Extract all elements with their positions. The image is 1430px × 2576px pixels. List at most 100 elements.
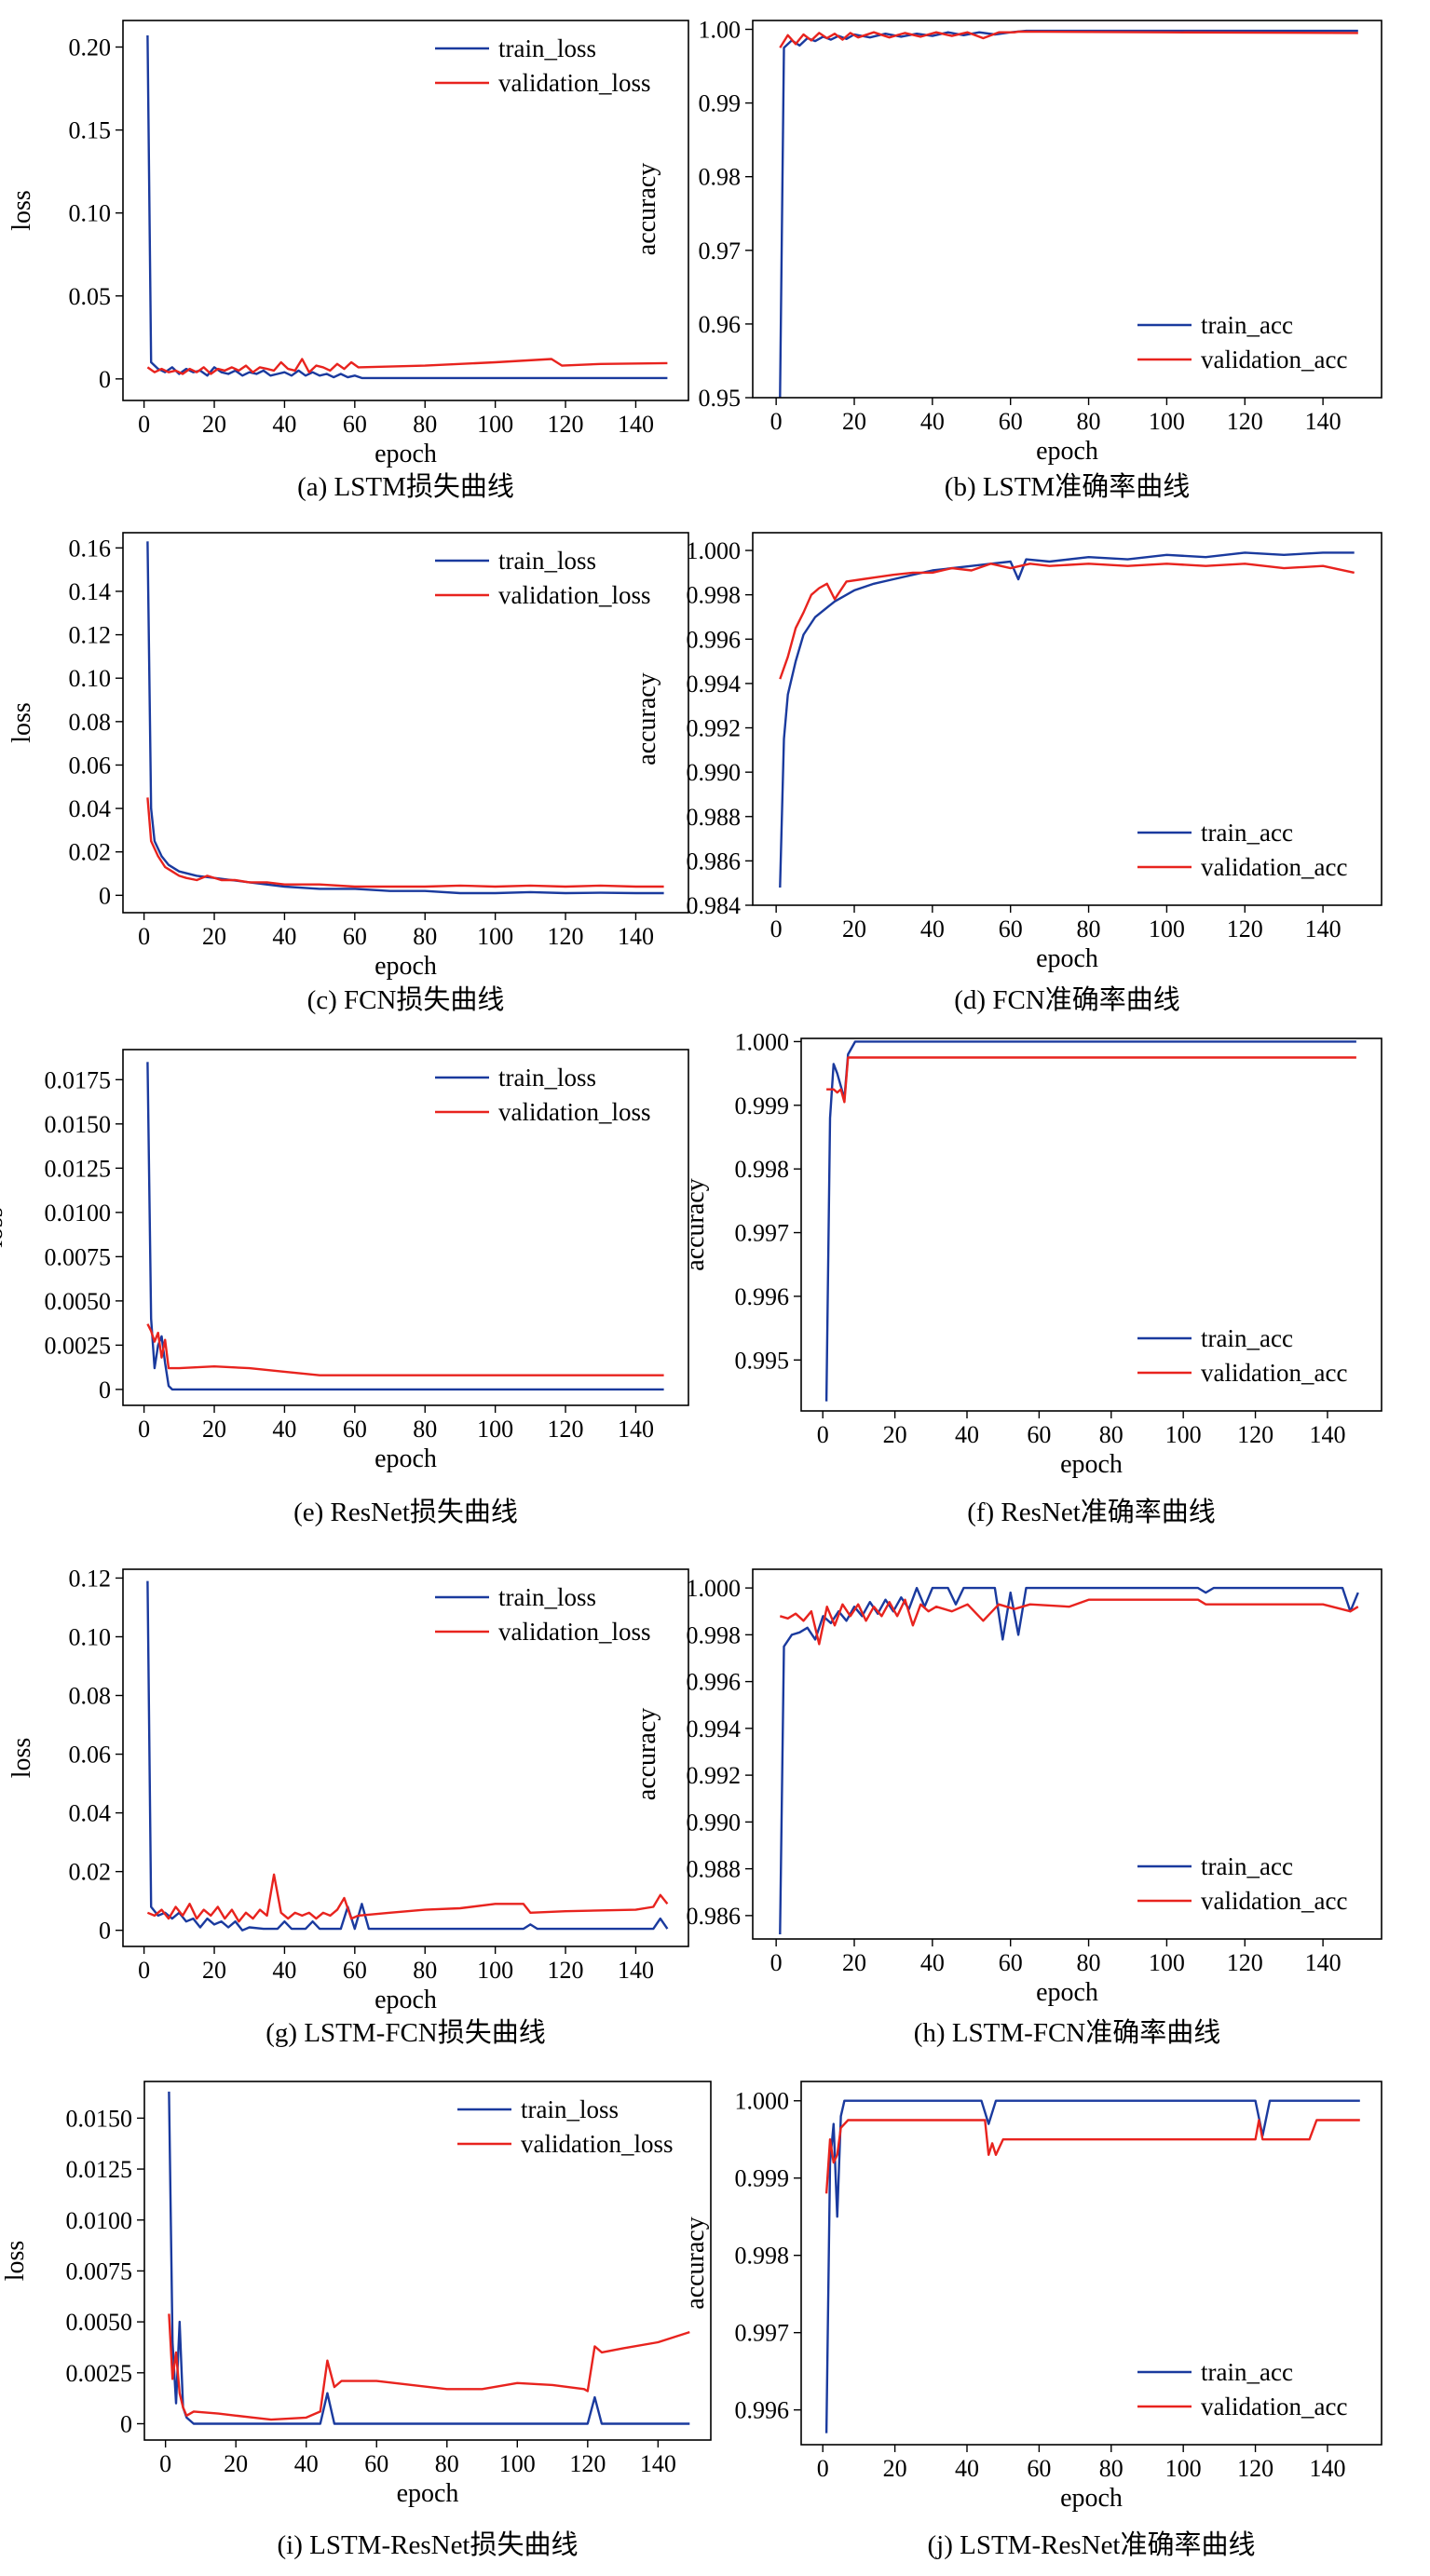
y-tick-label: 0.988 (687, 804, 742, 831)
y-tick-label: 0.997 (735, 2320, 790, 2347)
y-tick-label: 0.996 (687, 626, 742, 653)
y-tick-label: 0.999 (735, 1092, 790, 1119)
x-tick-label: 0 (138, 1416, 150, 1443)
series-line-train-acc (779, 1586, 1359, 1935)
y-axis-label: accuracy (681, 2217, 710, 2309)
legend-label-train-acc: train_acc (1201, 819, 1293, 847)
y-tick-label: 0.04 (69, 795, 112, 822)
x-tick-label: 120 (1227, 1949, 1263, 1976)
y-tick-label: 0.988 (687, 1856, 742, 1883)
y-tick-label: 0.996 (735, 1283, 790, 1310)
x-tick-label: 100 (1149, 408, 1185, 435)
y-tick-label: 0.99 (699, 90, 742, 117)
x-tick-label: 60 (999, 1949, 1023, 1976)
y-tick-label: 0.08 (69, 709, 112, 736)
series-line-validation-acc (779, 1598, 1359, 1646)
x-tick-label: 80 (413, 1957, 437, 1984)
series-line-validation-loss (146, 1323, 664, 1376)
x-tick-label: 140 (618, 1957, 654, 1984)
x-tick-label: 20 (202, 411, 226, 438)
series-line-validation-loss (146, 1873, 669, 1923)
y-tick-label: 0 (120, 2411, 132, 2438)
series-line-validation-acc (826, 1056, 1356, 1104)
x-tick-label: 80 (1077, 915, 1101, 942)
x-tick-label: 100 (499, 2450, 536, 2477)
y-tick-label: 0.95 (699, 385, 742, 412)
y-tick-label: 0.05 (69, 283, 112, 310)
y-axis-label: accuracy (633, 1708, 661, 1800)
legend-label-validation-loss: validation_loss (498, 69, 651, 97)
x-tick-label: 40 (920, 915, 945, 942)
legend-label-validation-loss: validation_loss (521, 2130, 674, 2158)
x-tick-label: 40 (920, 408, 945, 435)
x-axis-label: epoch (375, 1986, 437, 2014)
plot-frame (122, 1568, 689, 1947)
x-tick-label: 60 (1027, 1421, 1051, 1448)
chart-panel-3: 0 20 40 60 80 100 120 140 0.984 0.986 0.988 0.990 0.… (633, 532, 1382, 1015)
x-tick-label: 0 (817, 2455, 829, 2482)
panel-caption: (e) ResNet损失曲线 (293, 1497, 518, 1527)
x-tick-label: 80 (413, 411, 437, 438)
x-tick-label: 20 (883, 1421, 907, 1448)
legend-label-validation-loss: validation_loss (498, 581, 651, 609)
x-tick-label: 40 (955, 1421, 979, 1448)
series-line-validation-acc (779, 563, 1355, 680)
y-tick-label: 0.0100 (45, 1200, 112, 1227)
y-axis-label: loss (1, 2241, 30, 2282)
y-tick-label: 0.990 (687, 759, 742, 786)
x-tick-label: 120 (548, 923, 584, 950)
x-tick-label: 120 (1237, 1421, 1273, 1448)
x-tick-label: 140 (640, 2450, 676, 2477)
y-tick-label: 0 (99, 366, 111, 393)
x-tick-label: 100 (1165, 2455, 1202, 2482)
x-tick-label: 0 (159, 2450, 171, 2477)
chart-panel-1: 0 20 40 60 80 100 120 140 0.95 0.96 0.97 0.98 0.99 1.… (633, 16, 1382, 502)
x-tick-label: 80 (1077, 1949, 1101, 1976)
y-tick-label: 0.16 (69, 535, 112, 562)
panel-caption: (c) FCN损失曲线 (307, 984, 505, 1015)
panel-caption: (a) LSTM损失曲线 (297, 471, 514, 502)
x-tick-label: 100 (1165, 1421, 1202, 1448)
y-tick-label: 0.08 (69, 1683, 112, 1710)
y-axis-label: loss (7, 702, 36, 743)
y-axis-label: loss (7, 1738, 36, 1779)
x-tick-label: 120 (548, 411, 584, 438)
y-tick-label: 0.0125 (45, 1155, 112, 1182)
y-tick-label: 0 (99, 882, 111, 909)
y-tick-label: 0.992 (687, 715, 742, 742)
x-tick-label: 60 (364, 2450, 388, 2477)
plot-frame (752, 532, 1382, 906)
y-axis-label: accuracy (633, 163, 661, 255)
legend-label-train-loss: train_loss (521, 2095, 619, 2123)
x-tick-label: 120 (569, 2450, 606, 2477)
plot-frame (800, 1037, 1382, 1412)
plot-frame (122, 1049, 689, 1406)
chart-panel-7: 0 20 40 60 80 100 120 140 0.986 0.988 0.990 0.992 0.… (633, 1568, 1382, 2048)
x-tick-label: 40 (955, 2455, 979, 2482)
y-axis-label: accuracy (681, 1178, 710, 1270)
plot-frame (800, 2081, 1382, 2446)
y-tick-label: 0.97 (699, 237, 742, 264)
chart-panel-9: 0 20 40 60 80 100 120 140 0.996 0.997 0.998 0.999 1.… (681, 2081, 1382, 2560)
y-tick-label: 0.10 (69, 200, 112, 227)
y-tick-label: 0.10 (69, 1623, 112, 1650)
x-tick-label: 60 (343, 923, 367, 950)
x-tick-label: 40 (272, 923, 296, 950)
x-tick-label: 0 (770, 915, 783, 942)
x-tick-label: 80 (1099, 1421, 1124, 1448)
chart-panel-6: 0 20 40 60 80 100 120 140 0 0.02 0.04 0.06 0.08 0.10 0… (7, 1565, 689, 2048)
x-tick-label: 60 (999, 915, 1023, 942)
x-tick-label: 140 (618, 923, 654, 950)
series-line-train-acc (779, 29, 1358, 398)
x-tick-label: 140 (618, 411, 654, 438)
y-tick-label: 0.0100 (66, 2207, 133, 2234)
series-line-train-loss (146, 541, 664, 895)
x-tick-label: 60 (999, 408, 1023, 435)
y-tick-label: 0.986 (687, 1903, 742, 1930)
x-tick-label: 80 (435, 2450, 459, 2477)
x-tick-label: 140 (1305, 1949, 1341, 1976)
x-axis-label: epoch (375, 440, 437, 468)
chart-panel-0: 0 20 40 60 80 100 120 140 0 0.05 0.10 0.15 0.20 epoch… (7, 20, 689, 502)
y-tick-label: 0.999 (735, 2165, 790, 2192)
plot-frame (752, 20, 1382, 399)
